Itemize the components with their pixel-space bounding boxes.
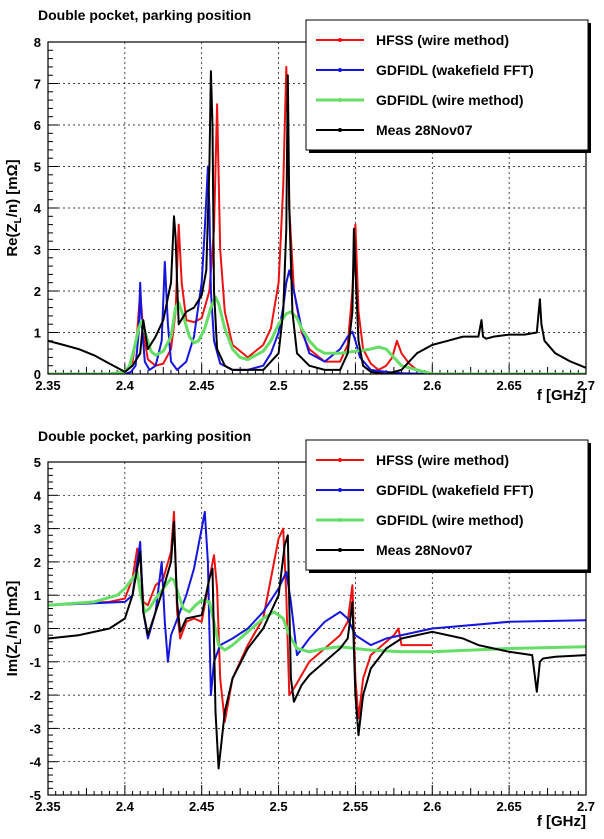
im-impedance-chart: Double pocket, parking position 2.35 2.4 2.…: [4, 428, 595, 830]
legend-entry: GDFIDL (wakefield FFT): [376, 62, 534, 78]
x-tick-label: 2.5: [270, 799, 288, 814]
x-tick-label: 2.45: [189, 799, 214, 814]
plot-area: [48, 65, 586, 374]
legend-entry: Meas 28Nov07: [376, 542, 473, 558]
series-line: [124, 165, 433, 374]
y-tick-label: 1: [34, 588, 41, 603]
x-tick-label: 2.55: [343, 378, 368, 393]
y-tick-label: 2: [34, 555, 41, 570]
legend-entry: HFSS (wire method): [376, 32, 509, 48]
chart-title: Double pocket, parking position: [38, 428, 251, 444]
x-tick-label: 2.65: [496, 378, 521, 393]
series-line: [48, 510, 433, 723]
x-tick-label: 2.55: [343, 799, 368, 814]
y-tick-label: -4: [29, 755, 41, 770]
x-tick-label: 2.65: [496, 799, 521, 814]
x-tick-label: 2.35: [35, 799, 60, 814]
legend-entry: GDFIDL (wire method): [376, 92, 524, 108]
legend-marker: [338, 68, 342, 72]
x-tick-label: 2.7: [577, 799, 595, 814]
legend: [305, 439, 589, 571]
y-axis-label: Re(ZL/n) [mΩ]: [4, 159, 24, 256]
y-tick-label: -5: [29, 788, 41, 803]
chart-title: Double pocket, parking position: [38, 7, 251, 23]
legend-marker: [338, 98, 342, 102]
y-axis-label: Im(ZL/n) [mΩ]: [4, 581, 24, 677]
y-tick-label: 3: [34, 243, 41, 258]
x-axis-label: f [GHz]: [537, 387, 586, 404]
legend-marker: [338, 128, 342, 132]
y-tick-label: 2: [34, 284, 41, 299]
y-tick-label: -3: [29, 721, 41, 736]
x-axis-label: f [GHz]: [537, 813, 586, 830]
x-tick-label: 2.4: [116, 378, 135, 393]
legend-marker: [338, 518, 342, 522]
legend-entry: Meas 28Nov07: [376, 122, 473, 138]
x-tick-label: 2.4: [116, 799, 135, 814]
y-tick-label: -1: [29, 655, 41, 670]
plot-area: [48, 510, 586, 770]
series-line: [124, 65, 433, 374]
legend-marker: [338, 38, 342, 42]
legend-marker: [338, 488, 342, 492]
y-tick-label: 1: [34, 326, 41, 341]
y-tick-label: 5: [34, 160, 41, 175]
x-tick-label: 2.7: [577, 378, 595, 393]
y-tick-label: 3: [34, 522, 41, 537]
re-impedance-chart: Double pocket, parking position 2.35 2.4 2.…: [4, 7, 595, 404]
y-tick-label: 4: [34, 488, 42, 503]
series-line: [48, 70, 586, 374]
y-tick-label: 6: [34, 118, 41, 133]
legend-entry: HFSS (wire method): [376, 452, 509, 468]
x-tick-label: 2.6: [423, 378, 441, 393]
y-tick-label: 5: [34, 455, 41, 470]
x-tick-label: 2.5: [270, 378, 288, 393]
x-tick-label: 2.35: [35, 378, 60, 393]
legend-entry: GDFIDL (wire method): [376, 512, 524, 528]
legend-entry: GDFIDL (wakefield FFT): [376, 482, 534, 498]
y-tick-label: -2: [29, 688, 41, 703]
x-tick-label: 2.6: [423, 799, 441, 814]
series-line: [48, 570, 586, 654]
y-tick-label: 4: [34, 201, 42, 216]
legend-marker: [338, 458, 342, 462]
legend: [305, 19, 589, 151]
y-tick-label: 7: [34, 77, 41, 92]
x-tick-label: 2.45: [189, 378, 214, 393]
y-tick-label: 0: [34, 622, 41, 637]
y-tick-label: 8: [34, 35, 41, 50]
y-tick-label: 0: [34, 367, 41, 382]
legend-marker: [338, 548, 342, 552]
series-line: [48, 520, 586, 770]
